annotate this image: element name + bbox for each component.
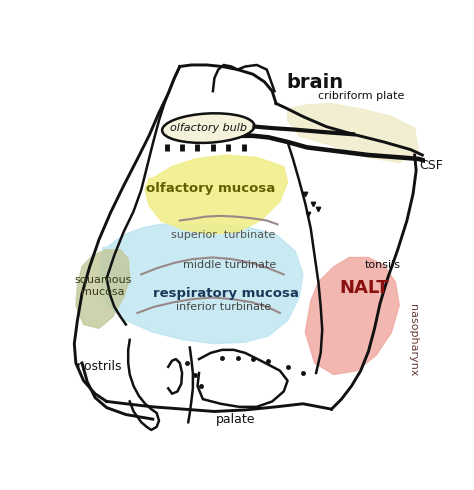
Text: brain: brain	[286, 73, 343, 92]
Text: squamous
mucosa: squamous mucosa	[74, 275, 131, 297]
Text: olfactory bulb: olfactory bulb	[170, 123, 247, 133]
Polygon shape	[145, 155, 288, 234]
Text: middle turbinate: middle turbinate	[183, 260, 276, 270]
Text: superior  turbinate: superior turbinate	[172, 230, 276, 240]
Text: nostrils: nostrils	[77, 360, 123, 373]
Text: inferior turbinate: inferior turbinate	[176, 302, 271, 312]
Polygon shape	[99, 224, 303, 343]
Text: cribriform plate: cribriform plate	[318, 91, 404, 101]
Polygon shape	[76, 250, 130, 328]
Text: nasopharynx: nasopharynx	[408, 304, 418, 376]
Text: olfactory mucosa: olfactory mucosa	[146, 182, 275, 195]
Text: NALT: NALT	[340, 279, 390, 297]
Ellipse shape	[162, 113, 255, 143]
Text: tonsils: tonsils	[365, 260, 401, 270]
Polygon shape	[305, 257, 399, 374]
Text: respiratory mucosa: respiratory mucosa	[153, 287, 299, 300]
Text: CSF: CSF	[419, 159, 443, 171]
Text: palate: palate	[216, 413, 256, 426]
Polygon shape	[288, 103, 419, 163]
